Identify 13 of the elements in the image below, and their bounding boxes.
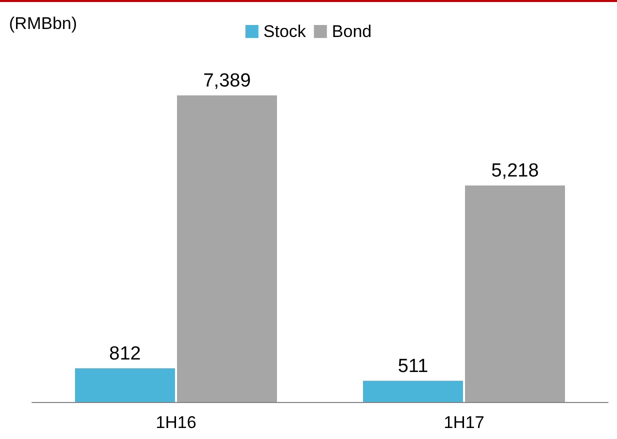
- bar: [177, 95, 277, 402]
- data-label: 812: [109, 343, 141, 364]
- bar: [363, 380, 463, 402]
- y-axis-title: (RMBbn): [9, 14, 78, 33]
- legend-label: Bond: [332, 22, 372, 41]
- data-label: 5,218: [491, 160, 539, 182]
- x-tick-label: 1H16: [156, 413, 196, 432]
- x-tick-label: 1H17: [444, 413, 484, 432]
- legend-label: Stock: [263, 22, 306, 41]
- data-label: 7,389: [203, 70, 251, 92]
- bar: [75, 368, 175, 402]
- data-label: 511: [398, 356, 428, 377]
- bar: [465, 185, 565, 402]
